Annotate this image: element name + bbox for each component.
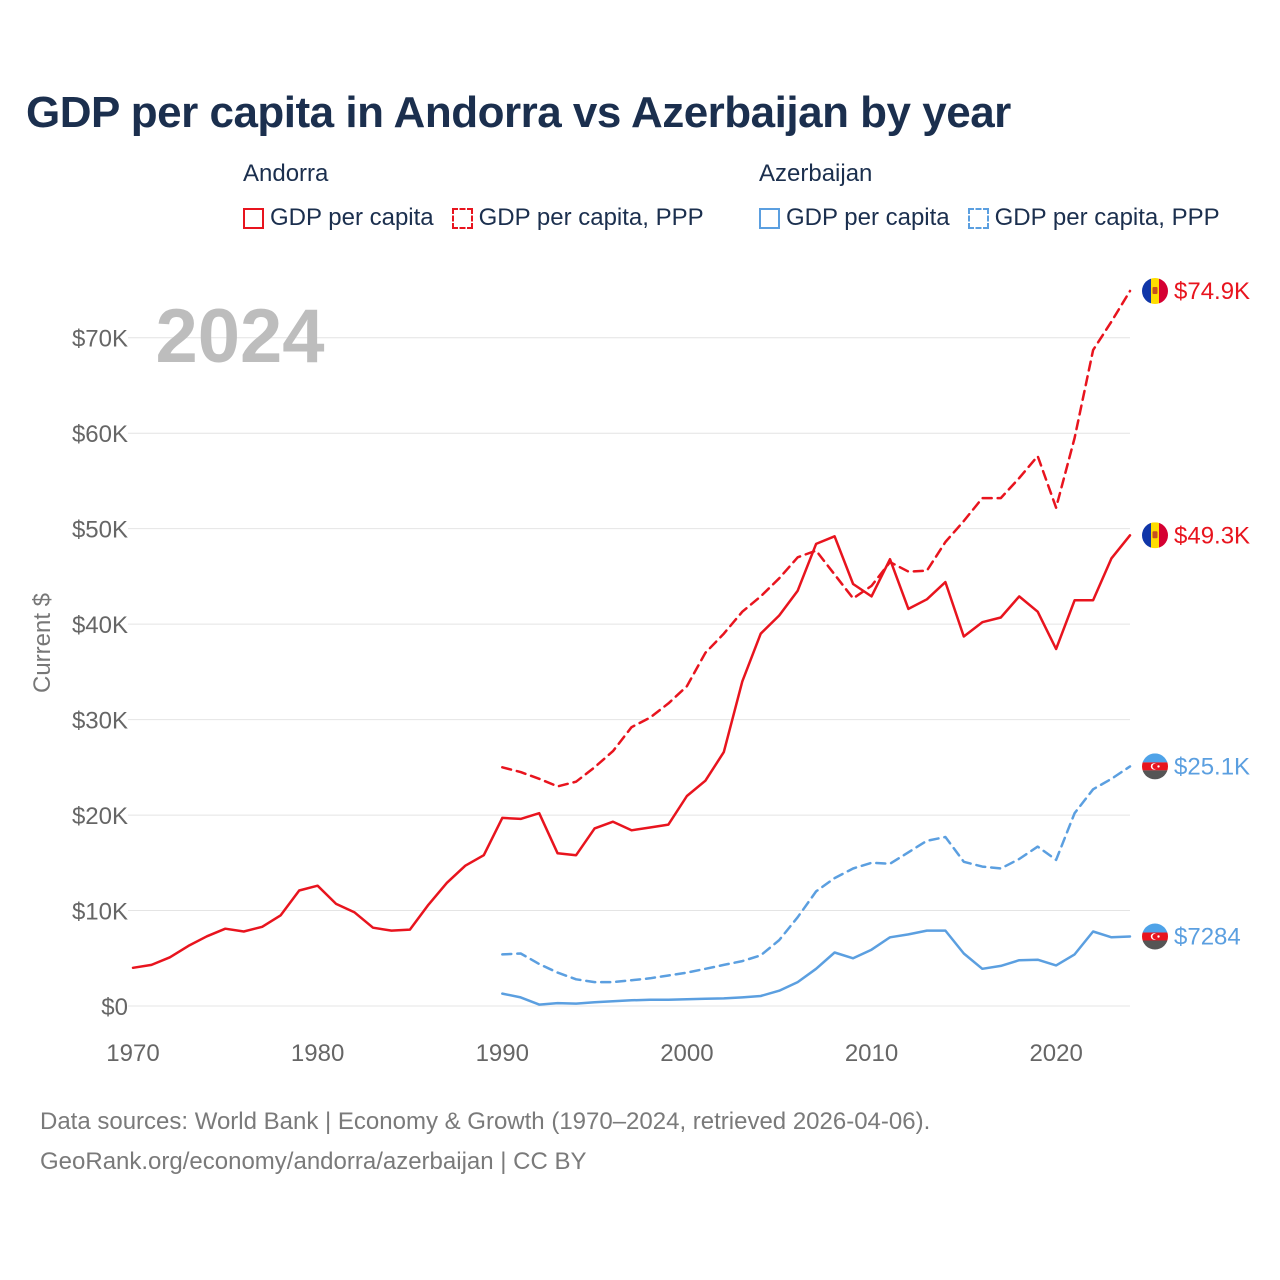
legend-group-azerbaijan: Azerbaijan GDP per capita GDP per capita… — [759, 160, 1220, 232]
y-axis-label: Current $ — [29, 593, 56, 693]
y-tick-label: $50K — [72, 517, 128, 544]
legend-label: GDP per capita, PPP — [994, 204, 1220, 231]
azerbaijan-flag-icon — [1142, 753, 1168, 780]
y-tick-label: $70K — [72, 326, 128, 353]
x-tick-label: 2000 — [660, 1040, 713, 1067]
series-lines — [131, 289, 1132, 1006]
x-tick-label: 2010 — [845, 1040, 898, 1067]
end-label-andorra-solid: $49.3K — [1174, 522, 1250, 549]
end-label-andorra-dashed: $74.9K — [1174, 278, 1250, 305]
legend-label: GDP per capita — [270, 204, 434, 231]
y-tick-labels: $0 $10K $20K $30K $40K $50K $60K $70K — [72, 326, 128, 1021]
y-tick-label: $10K — [72, 899, 128, 926]
end-label-azerbaijan-dashed: $25.1K — [1174, 753, 1250, 780]
y-tick-label: $60K — [72, 421, 128, 448]
series-line-azerbaijan-solid[interactable] — [501, 929, 1132, 1006]
legend-swatch-andorra-solid — [243, 207, 264, 229]
andorra-flag-icon — [1142, 278, 1168, 304]
year-label: 2024 — [155, 294, 324, 379]
legend-item-azerbaijan-gdp[interactable]: GDP per capita — [759, 204, 950, 232]
legend-item-andorra-gdp[interactable]: GDP per capita — [243, 204, 434, 232]
legend-item-andorra-ppp[interactable]: GDP per capita, PPP — [451, 204, 704, 232]
x-tick-label: 1970 — [106, 1040, 159, 1067]
series-line-andorra-dashed[interactable] — [501, 289, 1132, 788]
series-line-andorra-solid[interactable] — [131, 534, 1132, 970]
legend-label: GDP per capita, PPP — [478, 204, 704, 231]
footer-url[interactable]: GeoRank.org/economy/andorra/azerbaijan |… — [40, 1148, 587, 1175]
legend-swatch-azerbaijan-dashed — [967, 207, 989, 229]
legend-item-azerbaijan-ppp[interactable]: GDP per capita, PPP — [967, 204, 1220, 232]
legend-label: GDP per capita — [786, 204, 950, 231]
grid-lines — [128, 337, 1130, 1007]
x-tick-label: 2020 — [1029, 1040, 1082, 1067]
end-labels: $49.3K $74.9K $7284 $25.1K — [1142, 278, 1250, 950]
x-tick-label: 1980 — [291, 1040, 344, 1067]
y-tick-label: $20K — [72, 803, 128, 830]
legend-swatch-andorra-dashed — [451, 207, 473, 229]
x-tick-labels: 1970 1980 1990 2000 2010 2020 — [106, 1040, 1083, 1067]
chart-title: GDP per capita in Andorra vs Azerbaijan … — [26, 88, 1011, 137]
series-line-azerbaijan-dashed[interactable] — [501, 765, 1132, 984]
y-tick-label: $40K — [72, 612, 128, 639]
andorra-flag-icon — [1142, 522, 1168, 549]
legend-group-andorra: Andorra GDP per capita GDP per capita, P… — [243, 160, 704, 232]
y-tick-label: $30K — [72, 708, 128, 735]
x-tick-label: 1990 — [476, 1040, 529, 1067]
footer-sources: Data sources: World Bank | Economy & Gro… — [40, 1108, 931, 1135]
azerbaijan-flag-icon — [1142, 923, 1168, 950]
end-label-azerbaijan-solid: $7284 — [1174, 923, 1241, 950]
legend-swatch-azerbaijan-solid — [759, 207, 780, 229]
legend-country-andorra: Andorra — [243, 160, 329, 187]
legend-country-azerbaijan: Azerbaijan — [759, 160, 873, 187]
y-tick-label: $0 — [101, 994, 128, 1021]
